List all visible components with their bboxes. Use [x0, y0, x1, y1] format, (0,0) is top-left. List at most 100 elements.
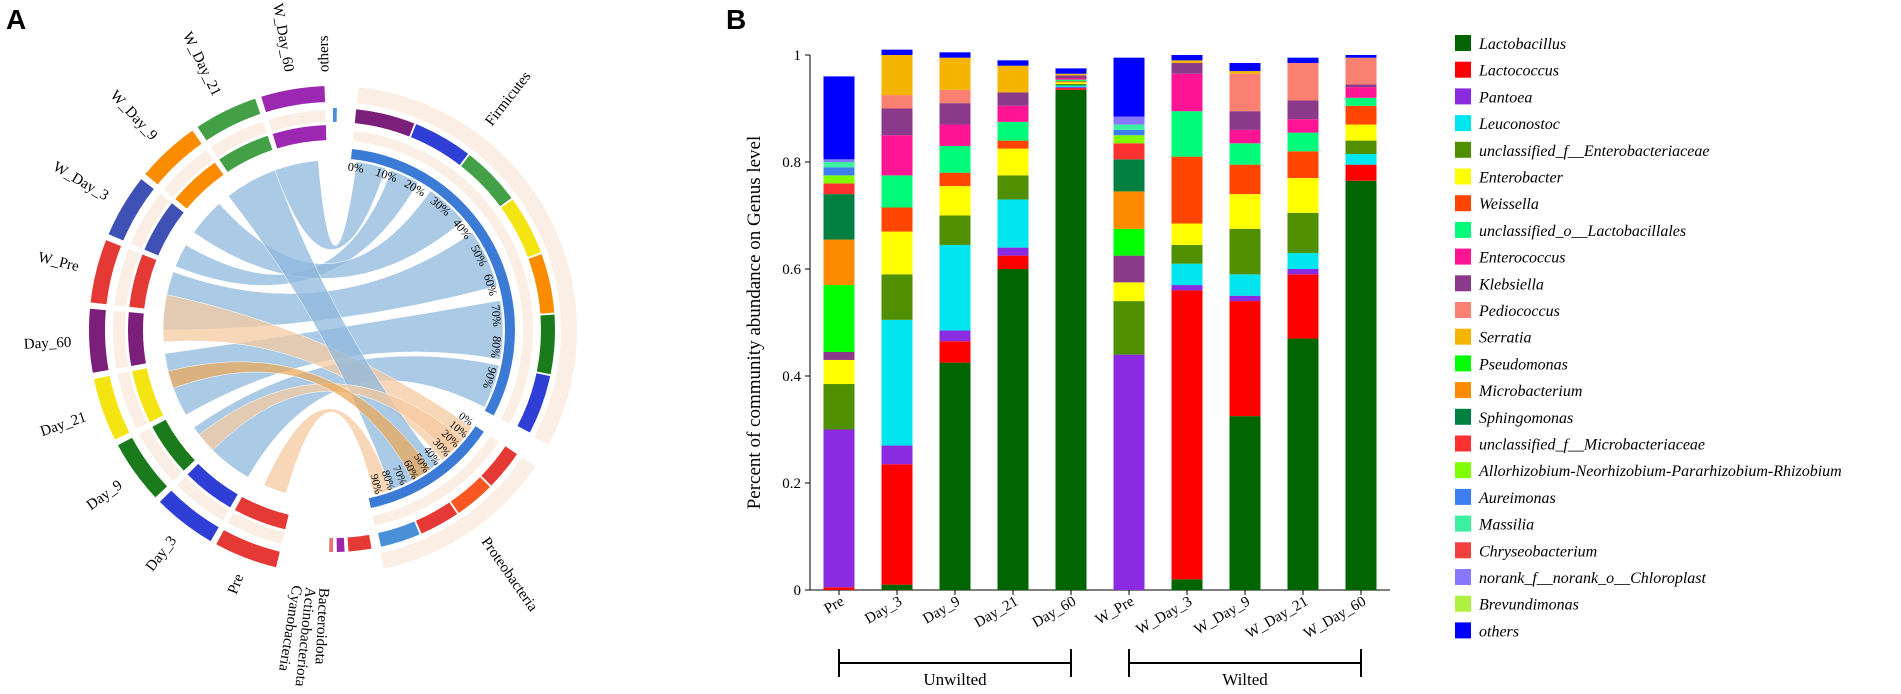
phylum-label: others [316, 35, 333, 72]
bar-segment [1345, 140, 1377, 154]
x-tick-label: W_Day_21 [1243, 594, 1311, 642]
legend-label: norank_f__norank_o__Chloroplast [1479, 570, 1707, 587]
phylum-small-block [336, 537, 345, 552]
y-axis-label: Percent of community abundance on Genus … [744, 136, 765, 510]
bar-segment [823, 76, 855, 160]
panel-label-b: B [726, 4, 747, 35]
bar-segment [1345, 105, 1377, 125]
bar-segment [997, 140, 1029, 149]
bar-segment [997, 247, 1029, 256]
bar-segment [1171, 579, 1203, 590]
bar-segment [1171, 73, 1203, 112]
bar-segment [881, 274, 913, 320]
y-tick-label: 0.4 [782, 369, 801, 385]
sample-middle-band [130, 193, 170, 249]
phylum-percent-ring [350, 148, 515, 416]
legend-swatch [1455, 435, 1471, 452]
bar-segment [1055, 79, 1087, 82]
legend-swatch [1455, 248, 1471, 265]
bar-segment [1113, 354, 1145, 590]
bar-segment [1113, 301, 1145, 355]
sample-inner-arc [175, 162, 224, 209]
x-tick-label: W_Day_60 [1301, 594, 1369, 642]
bar-segment [939, 57, 971, 90]
sample-inner-arc [132, 368, 164, 423]
bar-segment [1287, 252, 1319, 269]
x-tick-label: Day_21 [972, 594, 1021, 632]
bar-segment [1345, 97, 1377, 106]
bar-segment [1171, 63, 1203, 74]
sample-inner-arc [144, 203, 184, 256]
bar-segment [881, 445, 913, 465]
bar-segment [823, 167, 855, 176]
bar-segment [939, 362, 971, 590]
bar-segment [1345, 87, 1377, 98]
legend-swatch [1455, 542, 1471, 559]
bar-segment [881, 135, 913, 176]
phylum-small-block [333, 108, 337, 123]
sample-inner-arc [187, 463, 238, 508]
x-tick-label: Day_3 [862, 594, 905, 628]
bar-segment [1287, 119, 1319, 133]
y-tick-label: 0 [794, 583, 802, 599]
legend-label: Pseudomonas [1478, 356, 1568, 373]
bar-segment [997, 175, 1029, 200]
bar-segment [881, 231, 913, 275]
bar-segment [1055, 68, 1087, 74]
sample-label: W_Pre [36, 249, 81, 275]
x-tick-label: W_Day_9 [1192, 594, 1253, 639]
phylum-inner-band [352, 131, 533, 424]
phylum-sample-segment [354, 109, 415, 137]
legend-label: Lactobacillus [1478, 36, 1566, 53]
sample-label: Day_3 [143, 533, 180, 574]
bar-segment [1287, 151, 1319, 179]
bar-segment [1055, 82, 1087, 84]
bar-segment [939, 103, 971, 125]
y-tick-label: 0.6 [782, 262, 801, 278]
bar-segment [881, 584, 913, 590]
legend-label: Pediococcus [1478, 303, 1560, 320]
legend-label: others [1479, 623, 1519, 640]
phylum-small-block [329, 537, 333, 552]
bar-segment [823, 159, 855, 162]
bar-segment [1113, 159, 1145, 192]
percent-tick-label: 80% [488, 335, 504, 358]
bar-segment [1229, 301, 1261, 417]
legend-swatch [1455, 195, 1471, 212]
bar-segment [1171, 60, 1203, 64]
legend-label: Enterobacter [1478, 170, 1564, 187]
bar-segment [1287, 100, 1319, 120]
bar-segment [1287, 338, 1319, 590]
sample-inner-arc [272, 125, 327, 149]
group-label: Unwilted [923, 670, 987, 689]
sample-middle-band [210, 121, 267, 157]
bar-segment [1229, 164, 1261, 195]
legend-swatch [1455, 35, 1471, 51]
sample-outer-arc [159, 490, 219, 542]
chord-ribbon [175, 169, 419, 286]
phylum-sample-segment [501, 199, 541, 258]
sample-outer-arc [216, 530, 280, 568]
bar-segment [997, 92, 1029, 106]
bar-segment [1055, 87, 1087, 89]
bar-segment [1113, 191, 1145, 229]
legend-swatch [1455, 88, 1471, 105]
bar-segment [1229, 73, 1261, 112]
sample-inner-arc [234, 496, 289, 530]
bar-segment [1287, 57, 1319, 64]
legend-label: Serratia [1479, 330, 1531, 347]
bar-segment [1229, 295, 1261, 302]
bar-segment [1345, 57, 1377, 85]
bar-segment [997, 255, 1029, 269]
bar-segment [881, 55, 913, 96]
legend-label: Massilia [1478, 517, 1534, 534]
bar-segment [939, 341, 971, 363]
x-tick-label: Day_60 [1030, 594, 1079, 632]
phylum-sample-segment [481, 446, 518, 486]
chord-ribbon [263, 408, 392, 496]
bar-segment [939, 330, 971, 342]
y-tick-label: 0.2 [782, 476, 801, 492]
bar-segment [1055, 75, 1087, 79]
legend-label: Enterococcus [1478, 250, 1565, 267]
sample-outer-arc [93, 375, 130, 440]
